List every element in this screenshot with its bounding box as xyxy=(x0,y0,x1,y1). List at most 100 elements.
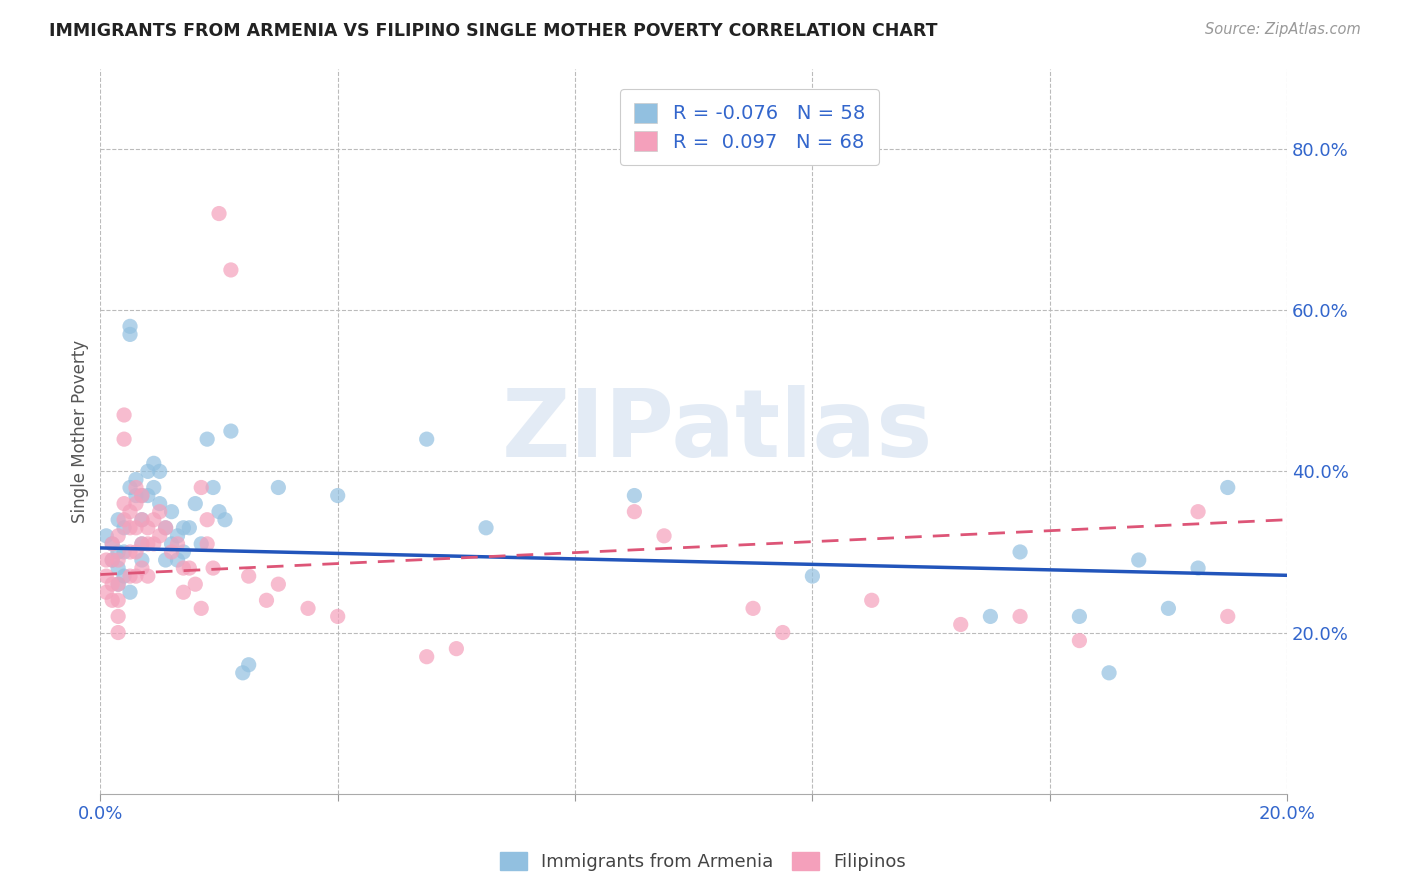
Point xyxy=(131,537,153,551)
Point xyxy=(118,569,141,583)
Point xyxy=(202,481,225,495)
Point xyxy=(190,601,212,615)
Point xyxy=(142,456,165,470)
Point xyxy=(107,513,129,527)
Point xyxy=(979,609,1001,624)
Point xyxy=(131,513,153,527)
Point xyxy=(107,577,129,591)
Point xyxy=(142,481,165,495)
Point xyxy=(326,609,349,624)
Point xyxy=(118,327,141,342)
Point xyxy=(149,529,172,543)
Point xyxy=(96,569,118,583)
Point xyxy=(101,553,124,567)
Point xyxy=(172,585,194,599)
Point xyxy=(238,657,260,672)
Point xyxy=(96,553,118,567)
Point xyxy=(107,625,129,640)
Point xyxy=(112,497,135,511)
Point xyxy=(195,537,218,551)
Point xyxy=(238,569,260,583)
Point xyxy=(112,569,135,583)
Point xyxy=(1157,601,1180,615)
Text: ZIPatlas: ZIPatlas xyxy=(502,385,934,477)
Point xyxy=(208,505,231,519)
Point xyxy=(202,561,225,575)
Point xyxy=(623,489,645,503)
Point xyxy=(219,263,242,277)
Point xyxy=(149,505,172,519)
Point xyxy=(142,537,165,551)
Point xyxy=(107,561,129,575)
Point xyxy=(860,593,883,607)
Point xyxy=(101,537,124,551)
Point xyxy=(136,569,159,583)
Point xyxy=(118,585,141,599)
Point xyxy=(142,513,165,527)
Point xyxy=(1010,609,1032,624)
Point xyxy=(1216,609,1239,624)
Text: IMMIGRANTS FROM ARMENIA VS FILIPINO SINGLE MOTHER POVERTY CORRELATION CHART: IMMIGRANTS FROM ARMENIA VS FILIPINO SING… xyxy=(49,22,938,40)
Point xyxy=(1098,665,1121,680)
Point xyxy=(415,649,437,664)
Point xyxy=(107,577,129,591)
Point xyxy=(112,521,135,535)
Point xyxy=(772,625,794,640)
Legend: R = -0.076   N = 58, R =  0.097   N = 68: R = -0.076 N = 58, R = 0.097 N = 68 xyxy=(620,89,879,165)
Point xyxy=(652,529,675,543)
Point xyxy=(136,489,159,503)
Point xyxy=(131,513,153,527)
Point xyxy=(107,529,129,543)
Point xyxy=(131,537,153,551)
Point xyxy=(166,529,188,543)
Y-axis label: Single Mother Poverty: Single Mother Poverty xyxy=(72,340,89,523)
Point xyxy=(801,569,824,583)
Point xyxy=(118,521,141,535)
Point xyxy=(1010,545,1032,559)
Point xyxy=(1187,561,1209,575)
Point xyxy=(184,497,207,511)
Point xyxy=(155,521,177,535)
Point xyxy=(475,521,498,535)
Point xyxy=(1187,505,1209,519)
Point xyxy=(195,432,218,446)
Point xyxy=(742,601,765,615)
Point xyxy=(172,521,194,535)
Point xyxy=(1128,553,1150,567)
Point xyxy=(190,537,212,551)
Point xyxy=(208,206,231,220)
Point xyxy=(131,489,153,503)
Point xyxy=(125,472,148,486)
Point xyxy=(1069,609,1091,624)
Point xyxy=(166,537,188,551)
Point xyxy=(267,577,290,591)
Point xyxy=(179,561,201,575)
Point xyxy=(112,545,135,559)
Point xyxy=(125,489,148,503)
Point xyxy=(107,593,129,607)
Point xyxy=(131,489,153,503)
Point xyxy=(232,665,254,680)
Point xyxy=(101,553,124,567)
Point xyxy=(149,497,172,511)
Point xyxy=(160,545,183,559)
Point xyxy=(297,601,319,615)
Point xyxy=(125,545,148,559)
Point xyxy=(136,464,159,478)
Point xyxy=(190,481,212,495)
Point xyxy=(112,408,135,422)
Point xyxy=(96,585,118,599)
Point xyxy=(107,553,129,567)
Point xyxy=(214,513,236,527)
Point xyxy=(118,505,141,519)
Point xyxy=(172,561,194,575)
Point xyxy=(160,537,183,551)
Point xyxy=(112,513,135,527)
Point xyxy=(118,545,141,559)
Point xyxy=(107,609,129,624)
Legend: Immigrants from Armenia, Filipinos: Immigrants from Armenia, Filipinos xyxy=(492,845,914,879)
Point xyxy=(179,521,201,535)
Point xyxy=(101,577,124,591)
Text: Source: ZipAtlas.com: Source: ZipAtlas.com xyxy=(1205,22,1361,37)
Point xyxy=(949,617,972,632)
